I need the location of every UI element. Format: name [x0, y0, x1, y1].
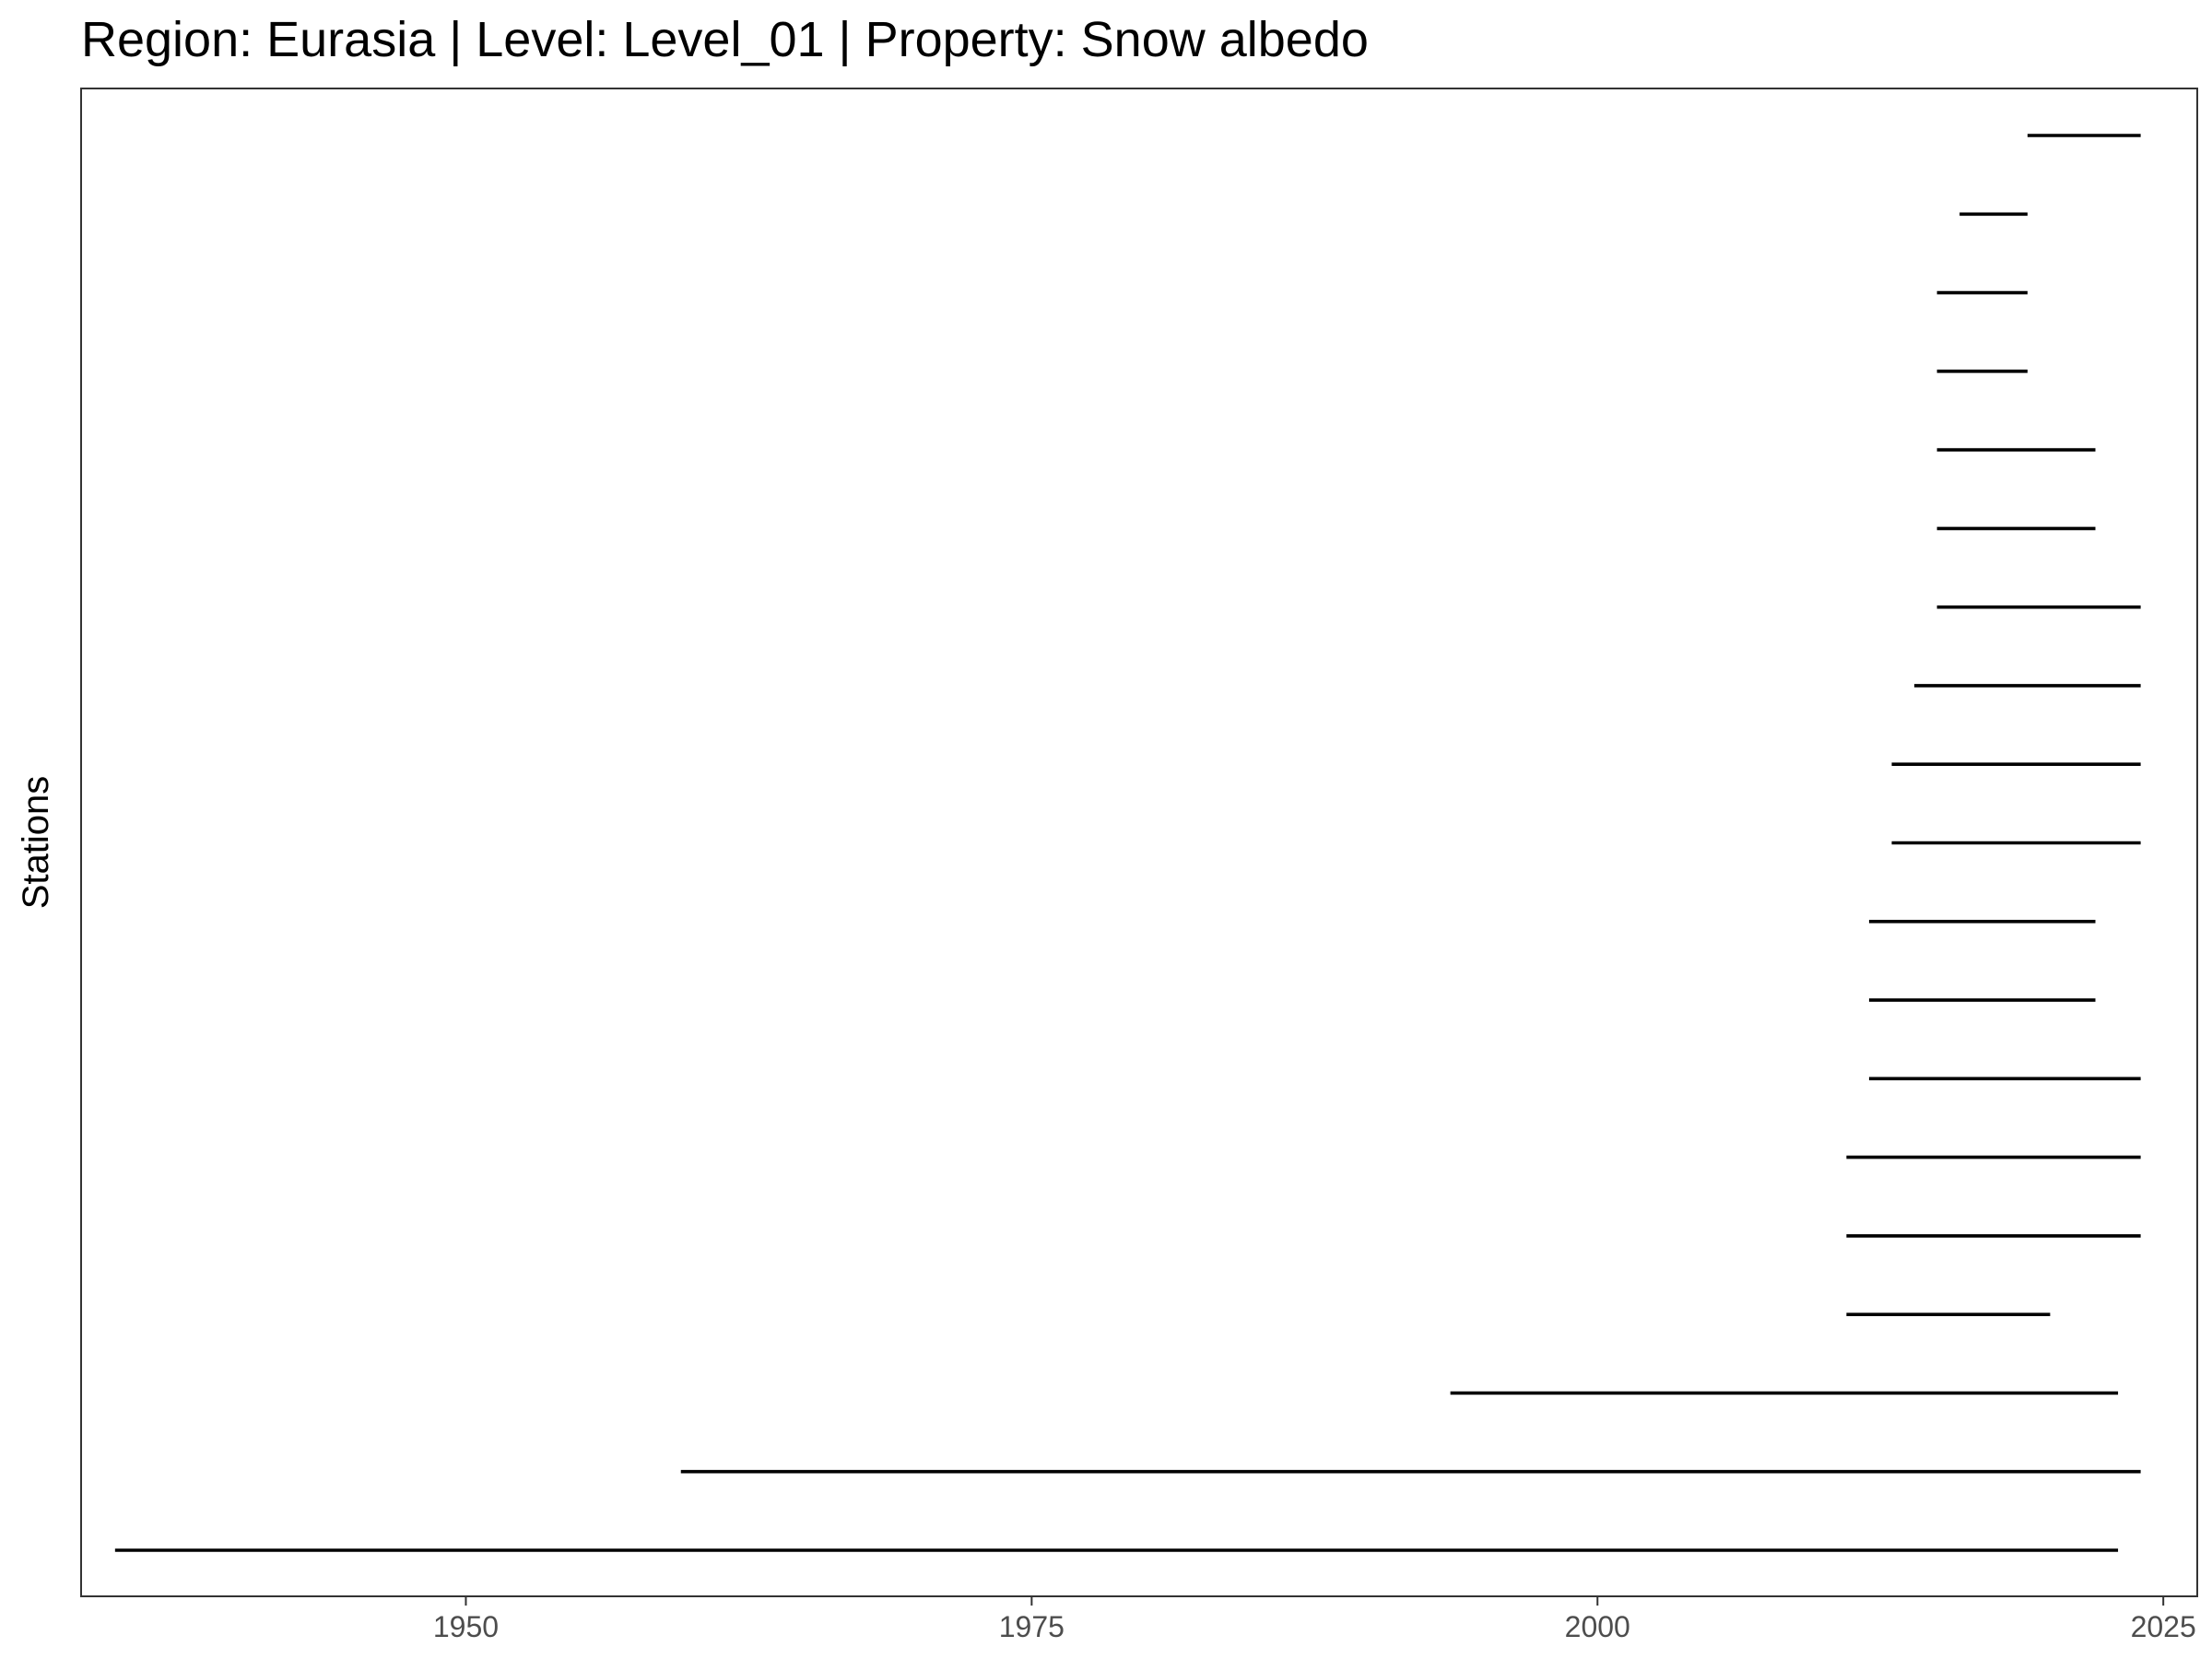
y-axis-title: Stations — [16, 776, 56, 910]
x-tick-label-2000: 2000 — [1565, 1610, 1630, 1643]
chart-title: Region: Eurasia | Level: Level_01 | Prop… — [81, 12, 1369, 67]
x-tick-label-1975: 1975 — [999, 1610, 1065, 1643]
plot-panel-border — [80, 88, 2198, 1597]
station-segments — [114, 134, 2141, 1552]
x-axis-ticks: 1950 1975 2000 2025 — [433, 1596, 2196, 1643]
x-tick-label-2025: 2025 — [2131, 1610, 2196, 1643]
x-tick-label-1950: 1950 — [433, 1610, 499, 1643]
